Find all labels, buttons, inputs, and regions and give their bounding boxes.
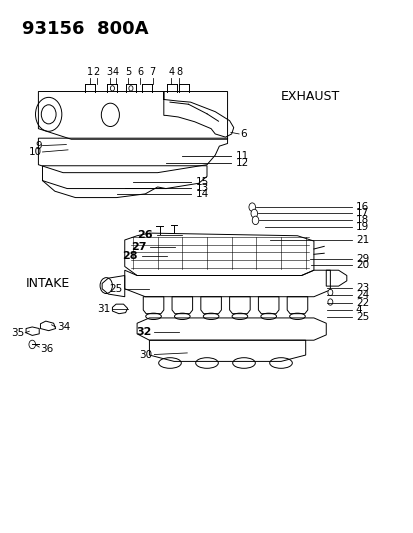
- Text: EXHAUST: EXHAUST: [280, 90, 339, 103]
- Circle shape: [248, 203, 255, 212]
- Text: 19: 19: [355, 222, 368, 232]
- Text: 25: 25: [355, 312, 368, 322]
- Text: 7: 7: [149, 67, 155, 77]
- Text: 30: 30: [138, 350, 152, 360]
- Text: 16: 16: [355, 202, 368, 212]
- Text: 22: 22: [355, 297, 368, 308]
- Text: 9: 9: [35, 141, 42, 151]
- Circle shape: [29, 340, 36, 349]
- Text: 36: 36: [40, 344, 54, 354]
- Circle shape: [128, 86, 133, 91]
- Text: 18: 18: [355, 215, 368, 225]
- Text: 21: 21: [355, 235, 368, 245]
- Circle shape: [327, 299, 332, 305]
- Text: 3: 3: [106, 67, 112, 77]
- Text: 4: 4: [168, 67, 174, 77]
- Text: 4: 4: [355, 305, 362, 315]
- Text: 26: 26: [137, 230, 152, 240]
- Text: 13: 13: [196, 183, 209, 193]
- Text: 35: 35: [11, 328, 24, 338]
- Text: 15: 15: [196, 176, 209, 187]
- Text: 23: 23: [355, 282, 368, 293]
- Text: 31: 31: [97, 304, 110, 314]
- Text: 20: 20: [355, 261, 368, 270]
- Text: 27: 27: [131, 242, 146, 252]
- Text: 93156  800A: 93156 800A: [22, 20, 148, 38]
- Text: 4: 4: [112, 67, 119, 77]
- Text: 14: 14: [196, 189, 209, 199]
- Text: 1: 1: [87, 67, 93, 77]
- Text: INTAKE: INTAKE: [26, 277, 70, 290]
- Text: 24: 24: [355, 290, 368, 300]
- Circle shape: [110, 86, 114, 91]
- Text: 29: 29: [355, 254, 368, 264]
- Text: 11: 11: [235, 151, 249, 161]
- Text: 17: 17: [355, 208, 368, 219]
- Text: 8: 8: [176, 67, 182, 77]
- Circle shape: [250, 209, 257, 217]
- Text: 28: 28: [122, 251, 138, 261]
- Text: 10: 10: [28, 147, 42, 157]
- Circle shape: [327, 289, 332, 296]
- Circle shape: [252, 216, 258, 224]
- Text: 6: 6: [137, 67, 143, 77]
- Text: 32: 32: [136, 327, 152, 337]
- Text: 6: 6: [240, 129, 246, 139]
- Text: 25: 25: [109, 284, 122, 294]
- Text: 34: 34: [57, 322, 70, 332]
- Text: 2: 2: [93, 67, 100, 77]
- Text: 5: 5: [125, 67, 131, 77]
- Text: 12: 12: [235, 158, 249, 167]
